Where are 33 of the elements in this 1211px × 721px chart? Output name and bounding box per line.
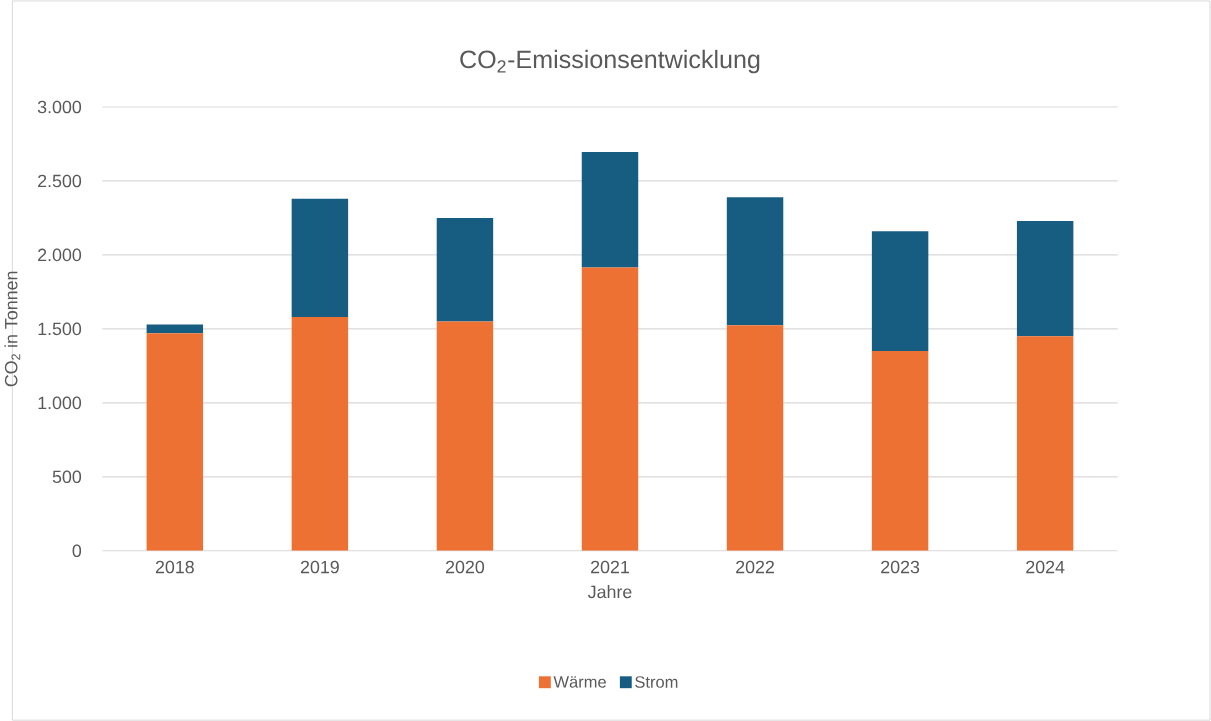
- x-tick-label: 2020: [446, 560, 485, 574]
- bar: [871, 350, 929, 551]
- bar: [291, 316, 349, 551]
- x-tick-label: 2022: [736, 560, 774, 574]
- y-tick-label: 1.000: [38, 396, 82, 410]
- x-tick-label: 2018: [155, 560, 194, 574]
- x-tick-label: 2019: [300, 560, 339, 574]
- legend-label: Wärme: [553, 676, 606, 688]
- y-tick-label: 2.500: [38, 174, 82, 188]
- bar: [1016, 220, 1074, 337]
- bar: [726, 325, 784, 551]
- bar: [726, 197, 784, 326]
- bar: [436, 321, 494, 551]
- bar: [146, 333, 204, 551]
- bar: [291, 198, 349, 317]
- x-tick-label: 2024: [1026, 560, 1065, 574]
- bar: [871, 231, 929, 351]
- bar: [1016, 336, 1074, 551]
- bar: [436, 217, 494, 322]
- y-tick-label: 2.000: [38, 248, 82, 262]
- legend-label: Strom: [635, 676, 678, 688]
- bar: [581, 152, 639, 268]
- y-tick-label: 1.500: [38, 322, 82, 336]
- y-tick-label: 0: [72, 544, 82, 557]
- y-tick-label: 500: [52, 470, 82, 484]
- x-tick-label: 2023: [881, 560, 920, 574]
- chart-title: CO$_{2}$-Emissionsentwicklung: [460, 49, 760, 74]
- x-tick-label: 2021: [591, 560, 629, 574]
- bar: [581, 267, 639, 551]
- bar: [146, 324, 204, 334]
- x-axis-title: Jahre: [587, 584, 632, 599]
- y-tick-label: 3.000: [37, 100, 82, 114]
- y-axis-title: CO$_{2}$ in Tonnen: [4, 271, 21, 387]
